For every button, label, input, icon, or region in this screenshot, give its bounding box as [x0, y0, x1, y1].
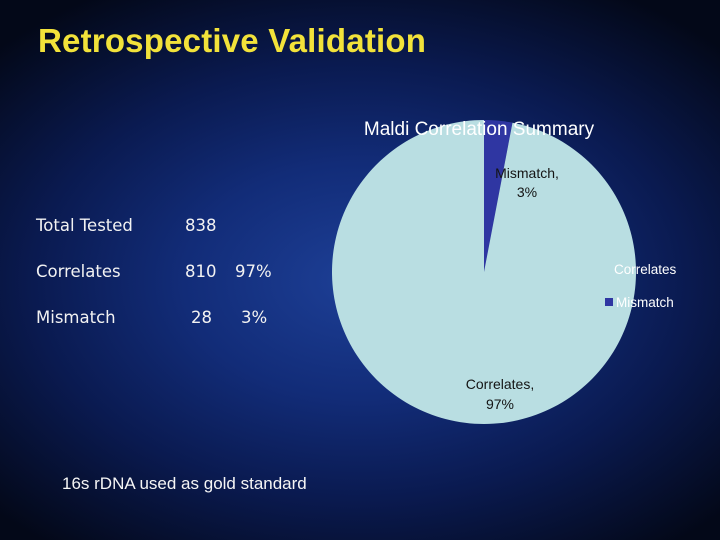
pie-slice-correlates	[332, 120, 636, 424]
slide-title: Retrospective Validation	[38, 22, 427, 59]
legend-label-correlates: Correlates	[614, 262, 677, 277]
data-label-mismatch: Mismatch, 3%	[495, 165, 559, 200]
pie-slice-mismatch	[484, 120, 513, 272]
chart-legend: Correlates Mismatch	[603, 262, 677, 310]
summary-label: Mismatch	[36, 308, 116, 327]
summary-count: 838	[185, 216, 217, 235]
legend-swatch-mismatch	[605, 298, 613, 306]
summary-label: Correlates	[36, 262, 121, 281]
data-label-mismatch-name: Mismatch,	[495, 165, 559, 181]
legend-item-correlates: Correlates	[603, 262, 677, 277]
data-label-mismatch-value: 3%	[517, 184, 537, 200]
legend-label-mismatch: Mismatch	[616, 295, 674, 310]
legend-swatch-correlates	[603, 265, 611, 273]
summary-percent: 97%	[235, 262, 272, 281]
data-label-correlates: Correlates, 97%	[466, 376, 534, 412]
summary-count: 28	[191, 308, 212, 327]
summary-count: 810	[185, 262, 217, 281]
data-label-correlates-value: 97%	[486, 396, 514, 412]
summary-label: Total Tested	[36, 216, 133, 235]
data-label-correlates-name: Correlates,	[466, 376, 534, 392]
legend-item-mismatch: Mismatch	[605, 295, 674, 310]
footnote: 16s rDNA used as gold standard	[62, 474, 307, 493]
pie-slices	[332, 120, 636, 424]
summary-percent: 3%	[241, 308, 268, 327]
chart-title: Maldi Correlation Summary	[364, 119, 595, 140]
